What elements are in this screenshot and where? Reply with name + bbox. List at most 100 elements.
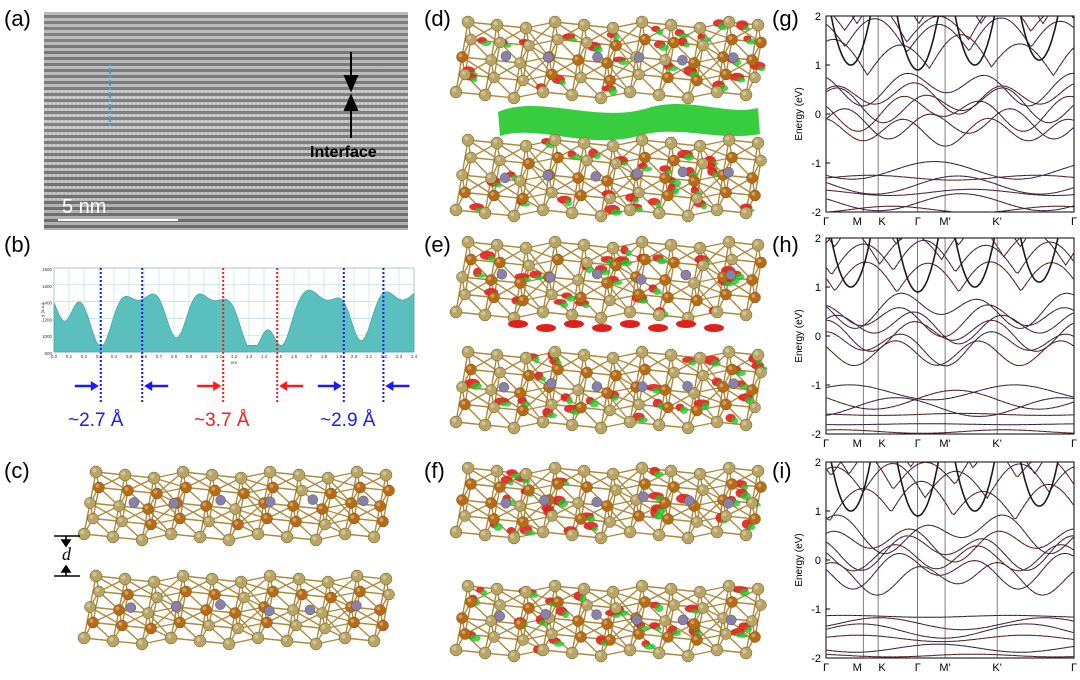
spacing-label-3: ~2.9 Å [320,410,376,431]
atom [494,599,506,611]
atom [606,351,620,365]
atom-highlight [612,41,617,46]
atom-highlight [554,35,559,40]
band-parabola [830,462,872,512]
atom-purple [168,498,180,509]
atom-highlight [490,633,495,638]
atom-highlight [496,38,501,43]
atom-highlight [754,241,759,246]
atom [652,308,666,322]
charge-green-lobe [621,161,628,166]
atom [693,585,707,599]
interface-charge-lobe [536,324,556,332]
atom [664,582,678,596]
atom-highlight [690,389,695,394]
profile-x-tick: 1.7 [306,354,313,359]
atom [325,487,337,500]
atom [319,622,331,635]
atom [659,274,671,286]
atom [222,637,236,651]
profile-x-tick: 1.4 [261,354,268,359]
atom-highlight [519,636,524,641]
atom-highlight [327,489,332,494]
atom [572,54,584,66]
atom [485,54,497,66]
atom [577,348,591,362]
atom [697,39,709,52]
scale-label: 5 nm [62,196,107,218]
atom [739,308,753,322]
atom-highlight [260,603,265,608]
atomic-slab [77,465,395,547]
atom [633,186,645,199]
atomic-bond [702,45,727,75]
atom-purple [726,614,737,626]
atom [739,528,753,542]
atom-highlight [147,624,152,629]
charge-green-lobe [608,87,618,96]
atomic-bond [609,276,637,302]
atom-highlight [481,531,486,536]
atom-highlight [693,194,698,199]
spacing-arrow-head [333,381,342,391]
atom-highlight [551,18,556,23]
atom [345,497,357,509]
atom [751,18,765,32]
atom-highlight [452,206,457,211]
atom-highlight [606,296,611,301]
atom [572,172,584,184]
spacing-label-1: ~2.7 Å [68,410,124,431]
atom-highlight [295,575,300,580]
atom [668,256,680,269]
band-line-overlay [826,528,1074,563]
atomic-bond [609,45,617,81]
atom-highlight [670,258,675,263]
atom-highlight [202,502,207,507]
band-line-overlay [826,423,1074,426]
atom [494,154,506,167]
atom-highlight [725,136,730,141]
band-parabola [954,238,996,288]
atomic-bond [667,42,675,78]
atom [746,172,758,184]
atom [267,585,279,598]
atom [465,33,477,46]
atom [536,643,550,657]
charge-green-lobe [599,269,611,276]
atom-highlight [150,578,155,583]
band-line-overlay [826,311,1074,345]
atom [693,241,707,255]
atom [565,88,579,102]
atom [89,569,103,583]
atom [485,172,497,184]
band-line-overlay [826,82,1074,115]
atom [594,311,608,325]
atom [726,33,738,46]
atom-purple [496,268,508,280]
atom [488,189,500,202]
atom [287,604,299,616]
band-ytick-label: 2 [815,11,821,23]
atom-highlight [237,578,242,583]
atom-highlight [490,403,495,408]
atom-highlight [481,209,486,214]
atomic-bond [493,42,501,78]
profile-x-tick: 2.3 [396,354,403,359]
atomic-bond [754,42,762,78]
atom-highlight [699,261,704,266]
atom-highlight [487,276,492,281]
atom [552,151,564,164]
panel-label-f: (f) [424,458,445,483]
band-line-overlay [826,319,1074,352]
atom-highlight [481,421,486,426]
atom [122,588,134,601]
atom-purple [304,604,316,616]
band-parabola [1019,16,1059,61]
band-ytick-label: -1 [811,604,821,616]
atom [688,57,700,69]
atom-highlight [452,308,457,313]
atom [383,484,395,497]
charge-green-lobe [635,206,643,213]
atom [122,484,134,497]
atom-highlight [713,206,718,211]
